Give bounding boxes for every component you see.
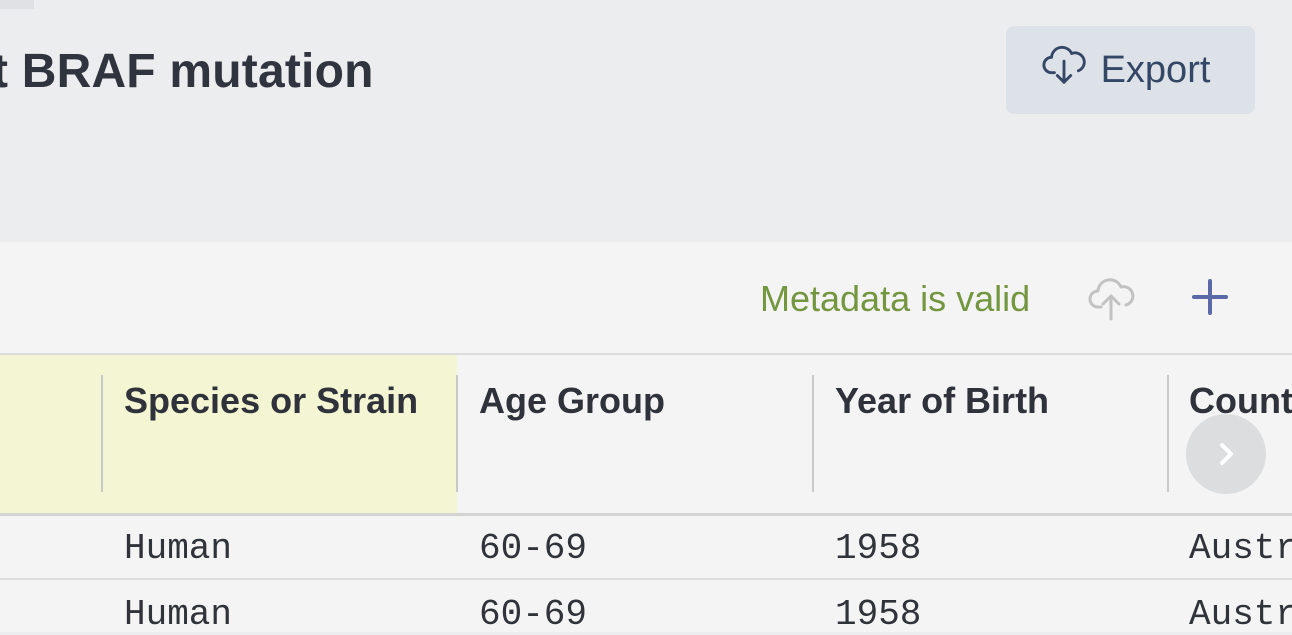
cell-age-group: 60-69 — [479, 594, 588, 635]
column-resize-handle[interactable] — [101, 375, 103, 492]
column-resize-handle[interactable] — [1167, 375, 1169, 492]
column-header-species[interactable]: Species or Strain — [124, 380, 419, 421]
export-label: Export — [1100, 48, 1211, 91]
scroll-right-button[interactable] — [1186, 414, 1266, 494]
column-resize-handle[interactable] — [812, 375, 814, 492]
cell-year-of-birth: 1958 — [835, 528, 922, 569]
column-header-age-group[interactable]: Age Group — [479, 380, 665, 421]
tab-stub[interactable] — [0, 0, 34, 9]
row-divider — [0, 578, 1292, 580]
highlighted-column-header — [0, 355, 457, 513]
cell-age-group: 60-69 — [479, 528, 588, 569]
cell-species: Human — [124, 528, 233, 569]
table-header-border — [0, 513, 1292, 516]
cell-year-of-birth: 1958 — [835, 594, 922, 635]
table-top-border — [0, 353, 1292, 355]
column-header-year-of-birth[interactable]: Year of Birth — [835, 380, 1050, 421]
export-button[interactable]: Export — [1006, 26, 1255, 114]
column-header-count[interactable]: Count — [1189, 380, 1292, 421]
column-resize-handle[interactable] — [456, 375, 458, 492]
cloud-download-icon — [1041, 42, 1087, 98]
cell-country: Austra — [1189, 594, 1292, 635]
cell-species: Human — [124, 594, 233, 635]
metadata-status: Metadata is valid — [760, 278, 1031, 319]
page-title: t BRAF mutation — [0, 45, 374, 98]
cloud-upload-icon[interactable] — [1086, 273, 1136, 323]
cell-country: Austra — [1189, 528, 1292, 569]
add-icon[interactable] — [1189, 276, 1231, 318]
chevron-right-icon — [1220, 443, 1233, 465]
